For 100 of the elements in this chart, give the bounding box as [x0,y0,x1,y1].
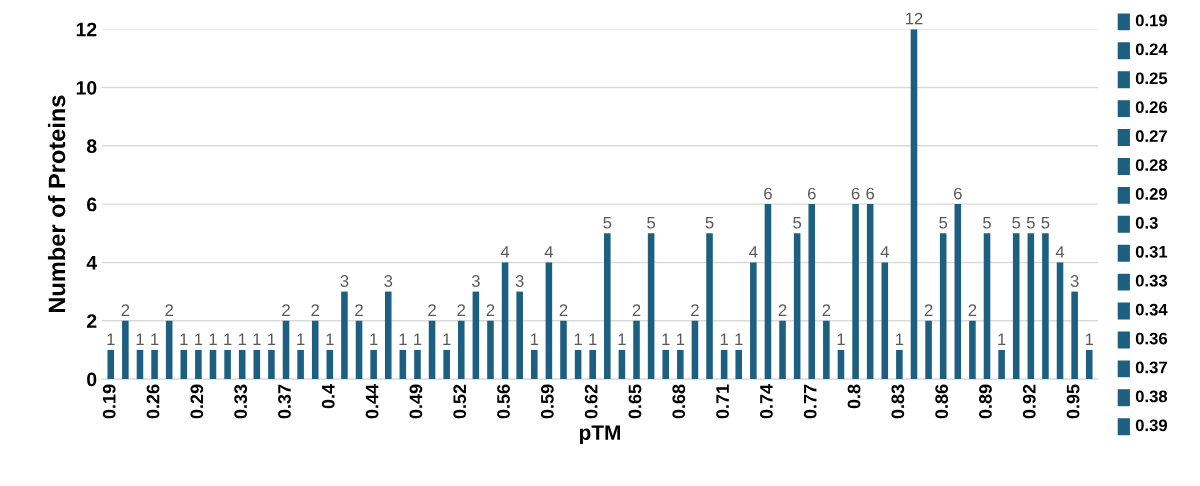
text: 0.34 [1135,303,1168,316]
data-label: 1 [107,333,115,346]
bar [735,349,743,380]
data-label: 5 [603,216,612,229]
data-label: 5 [1041,216,1050,229]
bar [341,291,348,380]
bar [633,320,640,380]
data-label: 1 [136,333,144,346]
bar [457,320,465,380]
data-label: 1 [414,333,422,346]
data-label: 2 [632,304,641,316]
data-label: 2 [968,304,977,316]
data-label: 1 [662,333,670,346]
data-label: 1 [370,333,378,346]
data-label: 1 [530,333,539,346]
data-label: 3 [384,275,393,287]
bar [107,349,115,380]
bar [560,320,567,380]
data-label: 1 [589,333,597,346]
data-label: 1 [238,333,247,346]
data-label: 3 [471,275,480,287]
bar [1027,233,1035,380]
bar [604,233,611,380]
bar [472,291,480,380]
bar [516,291,523,380]
bar [1085,349,1093,380]
data-label: 5 [647,216,656,229]
text: 0.19 [1135,14,1168,27]
data-label: 5 [793,216,802,229]
bar [414,349,421,380]
x-tick-label: 0.56 [497,384,510,419]
bar [939,233,947,380]
bar [925,320,932,380]
bar [866,204,874,380]
bar [311,320,319,380]
y-axis-title: Number of Proteins [47,95,66,313]
text: 0.25 [1135,72,1168,85]
y-tick-label: 2 [87,314,97,328]
bar [954,204,962,380]
x-tick-label: 0.83 [891,384,905,419]
x-tick-label: 0.52 [453,384,467,419]
data-label: 1 [896,333,904,346]
bar [1056,262,1064,380]
data-label: 2 [457,304,466,316]
x-tick-label: 0.19 [102,384,116,419]
text: 0.24 [1135,43,1168,56]
data-label: 2 [121,304,130,316]
y-tick-label: 0 [87,372,97,387]
text: 0.3 [1135,216,1158,229]
bar [224,349,231,380]
data-label: 6 [764,187,772,200]
bar [370,349,377,380]
bar [823,320,830,380]
bar [253,349,261,380]
x-tick-label: 0.4 [321,384,335,409]
x-tick-label: 0.44 [365,384,379,419]
bar [355,320,363,380]
bar [647,233,655,380]
bar [793,233,801,380]
bar [195,349,202,380]
text: 0.27 [1135,130,1167,143]
data-label: 1 [151,333,159,346]
bar [209,349,217,380]
data-label: 1 [443,333,451,346]
data-label: 1 [1085,333,1094,346]
data-label: 3 [515,275,524,287]
bar [1012,233,1020,380]
bar [487,320,494,380]
data-label: 3 [340,275,349,287]
bar [662,349,669,380]
data-label: 1 [224,333,232,346]
x-tick-label: 0.37 [278,384,291,419]
bar [545,262,553,380]
bar [983,233,991,380]
bar [969,320,976,380]
data-label: 1 [209,333,217,346]
bar [910,29,918,380]
data-label: 1 [180,333,188,346]
bar [852,204,859,380]
x-tick-label: 0.86 [935,384,949,419]
bar [165,320,173,380]
x-tick-label: 0.95 [1066,384,1080,419]
bar [282,320,290,380]
bar [443,349,450,380]
bar [779,320,786,380]
y-tick-label: 4 [86,256,98,270]
data-label: 2 [311,304,320,316]
bar [1071,291,1078,380]
data-label: 5 [1026,216,1035,229]
y-tick-label: 8 [86,139,97,154]
data-label: 4 [500,246,510,258]
bar [896,349,903,380]
bar [268,349,275,380]
data-label: 4 [544,246,554,258]
data-label: 4 [880,246,889,258]
bar [808,204,816,380]
data-label: 1 [253,333,261,346]
x-tick-label: 0.59 [540,384,554,419]
data-label: 6 [807,187,816,200]
data-label: 1 [735,333,743,346]
